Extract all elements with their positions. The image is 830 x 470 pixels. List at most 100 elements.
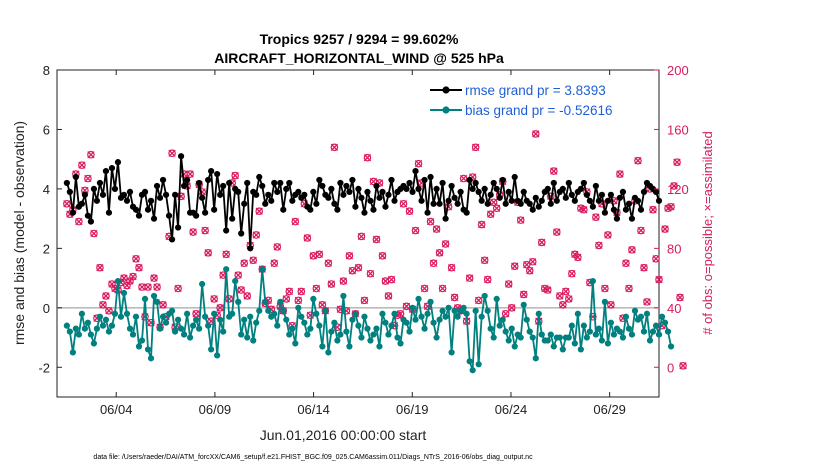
obs-assimilated-marker xyxy=(126,277,134,285)
obs-marker xyxy=(357,232,366,241)
bias-point xyxy=(150,292,158,300)
bias-point xyxy=(280,307,287,314)
rmse-point xyxy=(493,185,500,193)
bias-point xyxy=(478,313,485,320)
bias-point xyxy=(304,331,311,338)
obs-marker xyxy=(556,292,564,300)
bias-point xyxy=(75,331,82,338)
rmse-point xyxy=(418,197,425,204)
rmse-point xyxy=(337,179,344,187)
obs-possible-marker xyxy=(637,226,645,235)
obs-possible-marker xyxy=(87,150,95,159)
obs-possible-marker xyxy=(670,182,678,190)
rmse-point xyxy=(655,197,663,204)
obs-possible-marker xyxy=(282,295,291,303)
obs-assimilated-marker xyxy=(168,149,176,157)
rmse-point xyxy=(147,197,155,204)
bias-point xyxy=(274,322,281,329)
obs-possible-marker xyxy=(604,231,612,239)
rmse-point xyxy=(532,194,539,201)
rmse-point xyxy=(601,209,608,216)
bias-point xyxy=(511,343,518,350)
obs-assimilated-marker xyxy=(402,302,411,310)
rmse-point xyxy=(220,182,227,190)
obs-assimilated-marker xyxy=(487,210,495,218)
bias-point xyxy=(159,313,167,320)
bias-point xyxy=(171,328,179,335)
rmse-point xyxy=(241,200,248,207)
obs-assimilated-marker xyxy=(484,275,492,284)
bias-point xyxy=(90,340,98,347)
rmse-point xyxy=(274,188,281,195)
obs-possible-marker xyxy=(441,240,450,248)
bias-point xyxy=(153,298,161,305)
obs-marker xyxy=(297,287,306,296)
rmse-point xyxy=(559,185,566,193)
obs-marker xyxy=(240,259,249,268)
bias-point xyxy=(325,349,332,356)
bias-point xyxy=(241,316,248,323)
legend-bias-marker xyxy=(442,106,450,114)
bias-point xyxy=(138,337,146,344)
obs-assimilated-marker xyxy=(532,130,540,138)
bias-point xyxy=(126,325,134,332)
obs-marker xyxy=(291,217,300,226)
bias-point xyxy=(331,319,338,326)
bias-point xyxy=(655,331,663,338)
rmse-point xyxy=(319,182,326,190)
obs-possible-marker xyxy=(294,296,303,305)
obs-assimilated-marker xyxy=(150,274,158,282)
obs-marker xyxy=(516,216,525,224)
rmse-point xyxy=(421,176,428,184)
obs-assimilated-marker xyxy=(559,301,567,309)
rmse-point xyxy=(328,185,335,193)
bias-point xyxy=(439,307,446,314)
obs-possible-marker xyxy=(312,284,321,293)
bias-point xyxy=(658,313,666,320)
obs-marker xyxy=(438,284,447,293)
bias-point xyxy=(72,325,79,332)
y2-tick-label: 0 xyxy=(667,360,674,375)
rmse-point xyxy=(283,185,290,193)
rmse-point xyxy=(634,197,642,204)
rmse-point xyxy=(367,197,374,204)
obs-assimilated-marker xyxy=(604,231,612,239)
obs-possible-marker xyxy=(628,246,636,254)
y-tick-label: 8 xyxy=(43,63,50,78)
bias-point xyxy=(283,316,290,323)
obs-marker xyxy=(168,149,176,158)
obs-assimilated-marker xyxy=(135,264,143,272)
obs-marker xyxy=(252,231,261,239)
obs-possible-marker xyxy=(574,253,582,262)
bias-point xyxy=(460,304,467,311)
obs-marker xyxy=(480,256,489,265)
bias-point xyxy=(571,340,578,347)
obs-possible-marker xyxy=(237,286,246,294)
obs-possible-marker xyxy=(492,204,501,213)
obs-assimilated-marker xyxy=(649,206,657,214)
obs-possible-marker xyxy=(589,312,597,321)
obs-marker xyxy=(411,226,420,235)
bias-point xyxy=(544,337,551,344)
bias-point xyxy=(129,331,137,338)
obs-assimilated-marker xyxy=(192,310,200,318)
obs-assimilated-marker xyxy=(201,226,209,235)
obs-marker xyxy=(447,263,456,272)
bias-point xyxy=(586,328,593,335)
bias-point xyxy=(616,328,624,335)
obs-possible-marker xyxy=(102,292,110,300)
bias-point xyxy=(442,313,449,320)
bias-point xyxy=(595,325,602,332)
bias-point xyxy=(298,313,305,320)
bias-point xyxy=(631,307,639,314)
obs-marker xyxy=(519,290,528,299)
rmse-point xyxy=(244,179,251,187)
bias-point xyxy=(589,277,596,285)
bias-point xyxy=(505,337,512,344)
bias-point xyxy=(448,349,455,356)
obs-assimilated-marker xyxy=(502,310,510,318)
obs-possible-marker xyxy=(147,318,155,327)
rmse-point xyxy=(183,176,191,184)
obs-assimilated-marker xyxy=(234,271,242,279)
bias-point xyxy=(535,310,542,317)
